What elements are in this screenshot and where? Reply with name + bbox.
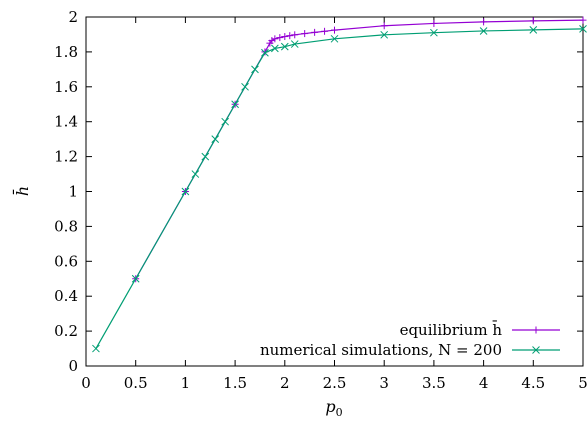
series-line-2 (95, 28, 584, 349)
series-2-point (430, 28, 438, 37)
x-tick-label: 1 (181, 374, 191, 392)
series-1-point (430, 19, 438, 27)
x-axis: 0 0.5 1 1.5 2 2.5 3 3.5 4 4.5 5 (81, 17, 587, 392)
series-1-point (529, 17, 537, 25)
y-tick-label: 2 (68, 8, 78, 26)
legend: equilibrium h̄ numerical simulations, N =… (260, 321, 560, 359)
series-1-point (579, 16, 587, 24)
legend-marker-1 (532, 326, 540, 334)
x-tick-label: 2.5 (323, 374, 347, 392)
y-tick-label: 1.4 (54, 113, 78, 131)
series-layer (92, 16, 587, 353)
x-tick-label: 3 (379, 374, 389, 392)
y-tick-label: 0.8 (54, 217, 78, 235)
plot-frame (85, 16, 584, 367)
series-2-point (191, 170, 200, 178)
series-1-point (276, 34, 284, 42)
legend-marker-2 (532, 346, 540, 354)
series-1-point (268, 37, 276, 45)
series-1-point (480, 18, 488, 26)
y-tick-label: 1 (68, 183, 78, 201)
x-axis-label-sub: 0 (336, 406, 343, 419)
series-1-point (286, 32, 294, 40)
series-2-point (231, 100, 239, 109)
series-2-point (241, 82, 249, 91)
series-1-point (271, 35, 279, 43)
series-2-point (221, 117, 230, 126)
series-2-point (271, 44, 279, 53)
series-line-1 (135, 19, 584, 280)
series-2-point (181, 187, 190, 196)
series-2-point (201, 152, 210, 161)
x-axis-label-main: p (325, 397, 335, 416)
series-1-point (301, 30, 309, 38)
series-2-point (280, 42, 289, 51)
x-tick-label: 4.5 (521, 374, 545, 392)
series-2-point (131, 274, 140, 283)
y-tick-label: 1.8 (54, 43, 78, 61)
x-tick-label: 0 (81, 374, 91, 392)
y-tick-label: 0.4 (54, 287, 78, 305)
x-tick-label: 5 (578, 374, 587, 392)
y-tick-label: 0 (68, 357, 78, 375)
x-tick-label: 1.5 (223, 374, 247, 392)
series-2-point (251, 65, 259, 74)
series-1-point (321, 27, 329, 35)
legend-label-2: numerical simulations, N = 200 (260, 341, 502, 359)
y-axis: 0 0.2 0.4 0.6 0.8 1 1.2 1.4 1.6 1.8 2 (54, 8, 583, 375)
y-tick-label: 0.2 (54, 322, 78, 340)
x-tick-label: 0.5 (124, 374, 148, 392)
y-axis-label: h̄ (11, 186, 32, 196)
series-1-point (380, 22, 388, 30)
x-tick-label: 3.5 (422, 374, 446, 392)
series-2-point (529, 26, 538, 34)
series-2-point (211, 135, 220, 144)
legend-label-1: equilibrium h̄ (400, 321, 503, 339)
x-axis-label: p0 (325, 397, 342, 419)
series-2-point (330, 34, 339, 43)
y-tick-label: 1.6 (54, 78, 78, 96)
series-1-point (281, 33, 289, 41)
series-2-point (479, 27, 488, 35)
series-2-point (261, 48, 269, 57)
series-2-point (290, 40, 299, 48)
series-2-point (380, 30, 389, 39)
y-tick-label: 1.2 (54, 148, 78, 166)
series-1-point (331, 26, 338, 34)
x-tick-label: 4 (479, 374, 489, 392)
series-1-point (291, 31, 299, 39)
series-2-point (92, 344, 100, 353)
x-tick-label: 2 (280, 374, 290, 392)
y-tick-label: 0.6 (54, 252, 78, 270)
series-1-point (311, 28, 319, 36)
series-2-point (579, 25, 587, 33)
